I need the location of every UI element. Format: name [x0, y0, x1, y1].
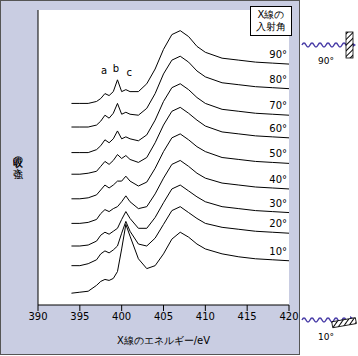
html-text:X線の入射角: X線の入射角: [256, 9, 286, 32]
svg-text:70°: 70°: [269, 100, 287, 111]
svg-text:420: 420: [279, 311, 298, 322]
svg-text:10°: 10°: [269, 246, 287, 257]
svg-text:90°: 90°: [318, 56, 334, 66]
svg-text:410: 410: [196, 311, 215, 322]
svg-text:60°: 60°: [269, 123, 287, 134]
svg-text:405: 405: [154, 311, 173, 322]
html-text:吸収の強さ: 吸収の強さ: [12, 150, 23, 172]
svg-text:40°: 40°: [269, 174, 287, 185]
svg-text:80°: 80°: [269, 74, 287, 85]
svg-text:c: c: [126, 67, 132, 78]
svg-text:390: 390: [28, 311, 47, 322]
svg-text:395: 395: [70, 311, 89, 322]
svg-text:10°: 10°: [318, 332, 334, 342]
svg-text:30°: 30°: [269, 198, 287, 209]
svg-text:415: 415: [238, 311, 257, 322]
svg-text:90°: 90°: [269, 49, 287, 60]
svg-text:X線のエネルギー/eV: X線のエネルギー/eV: [117, 335, 210, 346]
svg-text:400: 400: [112, 311, 131, 322]
svg-text:50°: 50°: [269, 148, 287, 159]
svg-text:a: a: [101, 65, 107, 76]
svg-text:20°: 20°: [269, 218, 287, 229]
svg-text:b: b: [113, 63, 119, 74]
